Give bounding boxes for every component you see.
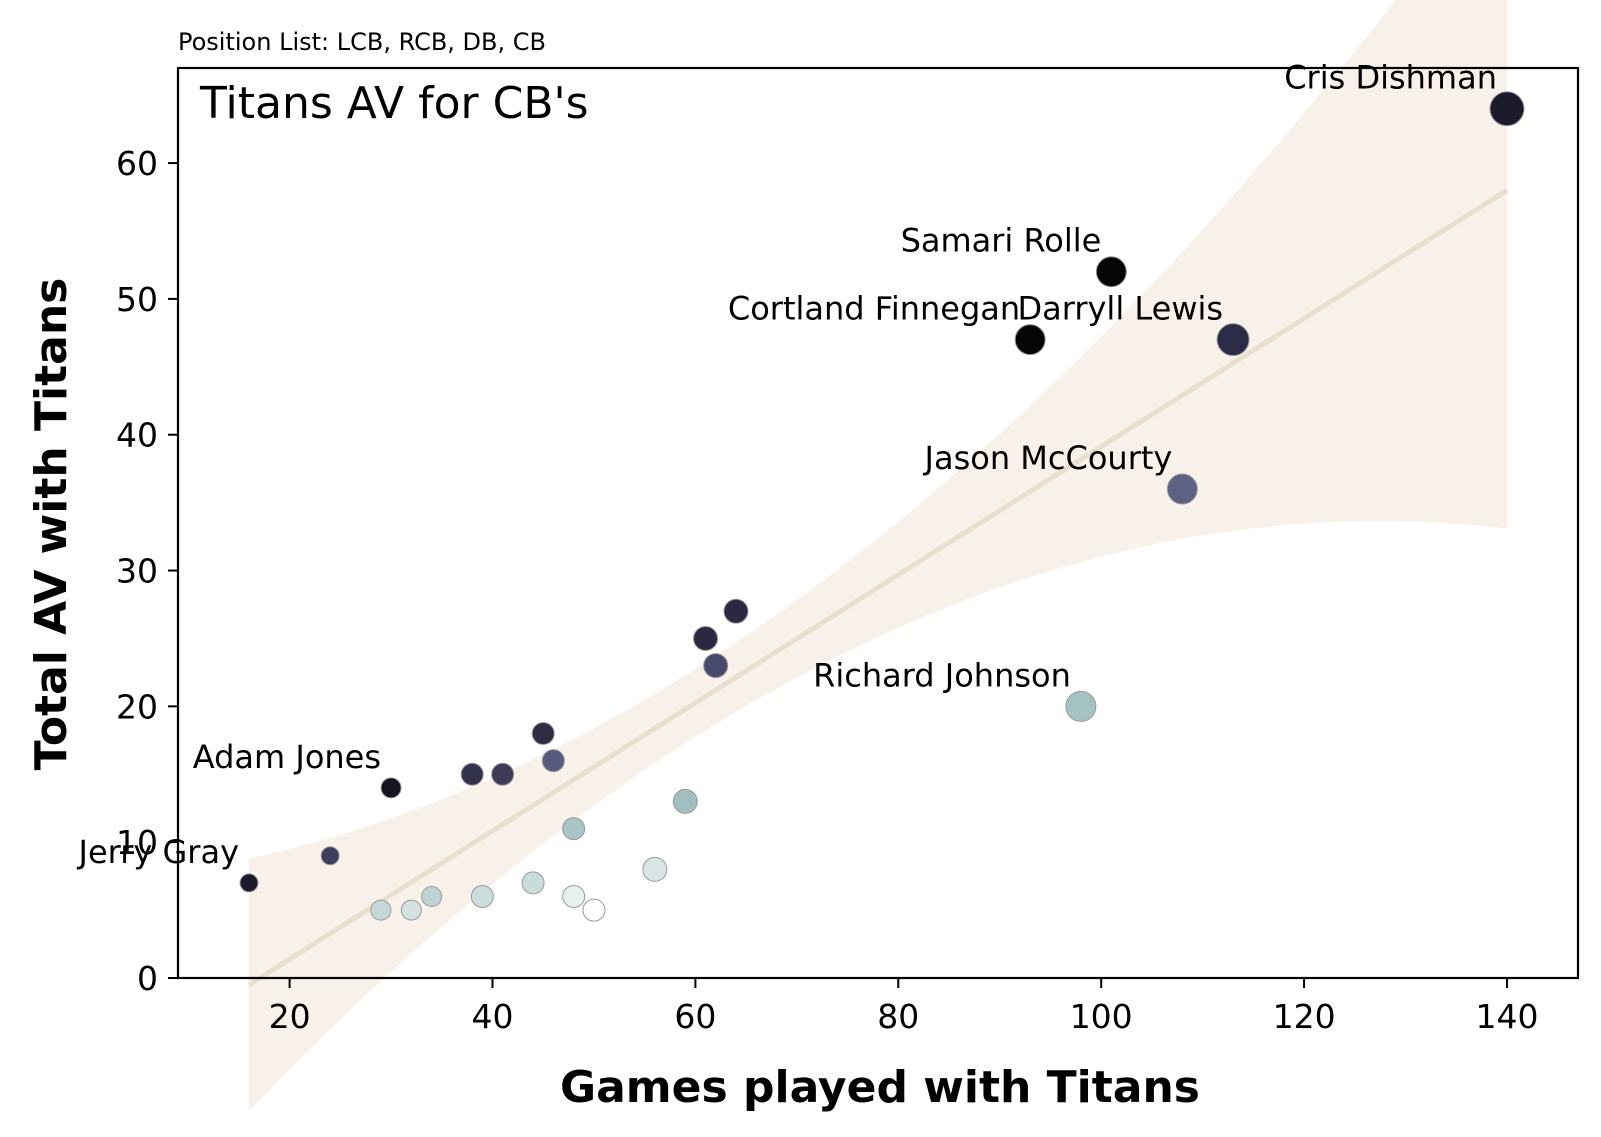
point-label: Jerry Gray [77, 833, 239, 871]
point-label: Cortland Finnegan [728, 290, 1020, 328]
y-axis-title: Total AV with Titans [26, 278, 77, 771]
data-point [562, 885, 586, 909]
point-label: Jason McCourty [923, 439, 1173, 477]
x-tick-label: 140 [1475, 997, 1538, 1036]
regression-band-layer [247, 0, 1509, 1111]
point-label: Richard Johnson [813, 656, 1071, 694]
y-tick-label: 50 [116, 280, 158, 319]
data-point [531, 722, 555, 746]
confidence-band [249, 0, 1507, 1111]
y-tick-label: 60 [116, 144, 158, 183]
x-tick-label: 20 [269, 997, 311, 1036]
data-point [1216, 323, 1250, 357]
chart-title: Titans AV for CB's [199, 78, 589, 129]
data-point [562, 817, 586, 841]
data-point [703, 653, 729, 679]
data-point [582, 898, 606, 922]
y-tick-label: 20 [116, 687, 158, 726]
data-point [370, 899, 392, 921]
data-point [521, 871, 545, 895]
axis-ticks-layer: 20 40 60 80 100 120 140 0 10 20 30 40 50 60 [116, 144, 1538, 1036]
point-labels-layer: Cris Dishman Samari Rolle Cortland Finnega… [77, 59, 1497, 871]
chart-subtitle: Position List: LCB, RCB, DB, CB [178, 28, 546, 56]
data-point [1095, 256, 1127, 288]
data-point [1166, 473, 1198, 505]
x-tick-label: 40 [471, 997, 513, 1036]
plot-frame [176, 66, 1580, 980]
data-point [470, 885, 494, 909]
data-point [1489, 91, 1525, 127]
x-axis-title: Games played with Titans [560, 1062, 1200, 1113]
point-label: Adam Jones [193, 738, 381, 776]
y-tick-label: 30 [116, 552, 158, 591]
y-tick-label: 10 [116, 823, 158, 862]
point-label: Cris Dishman [1284, 59, 1497, 97]
regression-line [247, 188, 1509, 987]
x-tick-label: 100 [1070, 997, 1133, 1036]
data-points-layer [239, 91, 1525, 922]
data-point [460, 762, 484, 786]
data-point [693, 625, 719, 651]
x-tick-label: 120 [1273, 997, 1336, 1036]
point-label: Darryll Lewis [1017, 290, 1223, 328]
data-point [642, 856, 668, 882]
data-point [1014, 324, 1046, 356]
data-point [491, 762, 515, 786]
data-point [723, 598, 749, 624]
data-point [672, 788, 698, 814]
data-point [380, 777, 402, 799]
data-point [400, 899, 422, 921]
data-point [239, 873, 259, 893]
data-point [541, 749, 565, 773]
data-point [421, 886, 443, 908]
x-tick-label: 60 [674, 997, 716, 1036]
data-point [320, 846, 340, 866]
data-point [1065, 690, 1097, 722]
y-tick-label: 40 [116, 416, 158, 455]
x-tick-label: 80 [877, 997, 919, 1036]
y-tick-label: 0 [137, 959, 158, 998]
point-label: Samari Rolle [901, 222, 1102, 260]
